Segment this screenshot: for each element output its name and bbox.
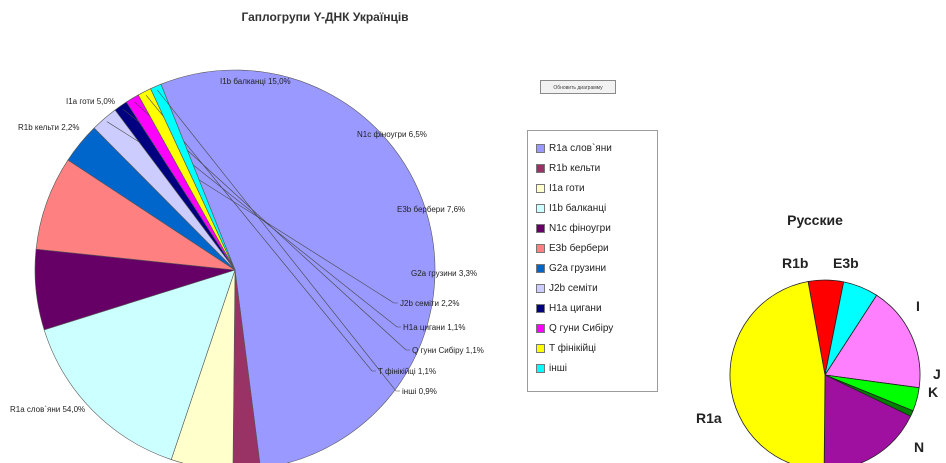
- legend-swatch: [536, 243, 545, 253]
- legend-swatch: [536, 263, 545, 273]
- legend-swatch: [536, 343, 545, 353]
- slice-label-e3b: E3b: [833, 255, 859, 271]
- slice-label: E3b бербери 7,6%: [397, 205, 465, 214]
- legend-label: I1b балканці: [549, 202, 607, 214]
- legend-swatch: [536, 143, 545, 153]
- slice-label-k: K: [928, 384, 938, 400]
- legend-item: I1a готи: [536, 178, 657, 198]
- legend-swatch: [536, 323, 545, 333]
- legend-item: T фінікійці: [536, 338, 657, 358]
- legend-label: R1b кельти: [549, 162, 601, 174]
- leader-line: [122, 108, 401, 328]
- pie-slice-1: [160, 69, 436, 463]
- small-pie-chart: R1a R1b E3b I JK N: [696, 255, 941, 463]
- legend-label: R1a слов`яни: [549, 142, 612, 154]
- legend-label: T фінікійці: [549, 342, 597, 354]
- legend-label: Q гуни Сибіру: [549, 322, 614, 334]
- pie-slice-n: [823, 374, 912, 463]
- update-chart-button[interactable]: Обновить диаграмму: [540, 80, 616, 94]
- legend-item: інші: [536, 358, 657, 378]
- pie-slice-4: [43, 269, 236, 460]
- legend-item: R1a слов`яни: [536, 138, 657, 158]
- slice-label-n: N: [914, 439, 924, 455]
- slice-label: Q гуни Сибіру 1,1%: [412, 346, 484, 355]
- legend-item: J2b семіти: [536, 278, 657, 298]
- legend-item: E3b бербери: [536, 238, 657, 258]
- slice-label: G2a грузини 3,3%: [411, 269, 477, 278]
- slice-label-r1a: R1a: [696, 410, 722, 426]
- slice-label: N1c фіноугри 6,5%: [357, 130, 427, 139]
- legend-swatch: [536, 283, 545, 293]
- legend-label: E3b бербери: [549, 242, 609, 254]
- slice-label: I1b балканці 15,0%: [220, 77, 291, 86]
- small-chart-title: Русские: [787, 212, 843, 228]
- legend-item: G2a грузини: [536, 258, 657, 278]
- legend-swatch: [536, 223, 545, 233]
- legend-swatch: [536, 183, 545, 193]
- main-pie-chart: R1a слов`яни 54,0% R1b кельти 2,2% I1a гот…: [10, 69, 484, 463]
- legend-swatch: [536, 163, 545, 173]
- slice-label: I1a готи 5,0%: [66, 97, 115, 106]
- legend-label: G2a грузини: [549, 262, 607, 274]
- slice-label: H1a цигани 1,1%: [403, 323, 465, 332]
- legend-label: I1a готи: [549, 182, 585, 194]
- slice-label-j: J: [933, 366, 941, 382]
- pie-slice-6: [35, 159, 236, 271]
- leader-line: [145, 95, 376, 372]
- main-chart-title: Гаплогрупи Y-ДНК Українців: [241, 10, 409, 24]
- legend-item: Q гуни Сибіру: [536, 318, 657, 338]
- legend-swatch: [536, 203, 545, 213]
- pie-slice-12: [150, 83, 236, 271]
- slice-label: інші 0,9%: [402, 387, 437, 396]
- legend-swatch: [536, 363, 545, 373]
- legend-item: H1a цигани: [536, 298, 657, 318]
- legend-label: J2b семіти: [549, 282, 598, 294]
- legend-item: R1b кельти: [536, 158, 657, 178]
- slice-label-r1b: R1b: [782, 255, 808, 271]
- legend-item: I1b балканці: [536, 198, 657, 218]
- slice-label: T фінікійці 1,1%: [378, 367, 436, 376]
- pie-slice-i: [824, 294, 921, 389]
- pie-slice-r1a: [729, 281, 826, 463]
- legend-swatch: [536, 303, 545, 313]
- slice-label-i: I: [916, 298, 920, 314]
- legend-label: N1c фіноугри: [549, 222, 611, 234]
- slice-label: J2b семіти 2,2%: [400, 299, 459, 308]
- main-chart-legend: R1a слов`яни R1b кельти I1a готи I1b бал…: [527, 130, 658, 392]
- legend-item: N1c фіноугри: [536, 218, 657, 238]
- slice-label: R1a слов`яни 54,0%: [10, 405, 85, 414]
- leader-line: [157, 89, 400, 392]
- pie-slice-2: [232, 269, 261, 463]
- leader-line: [106, 121, 398, 304]
- legend-label: інші: [549, 362, 567, 374]
- slice-label: R1b кельти 2,2%: [18, 123, 79, 132]
- leader-line: [134, 101, 410, 351]
- legend-label: H1a цигани: [549, 302, 602, 314]
